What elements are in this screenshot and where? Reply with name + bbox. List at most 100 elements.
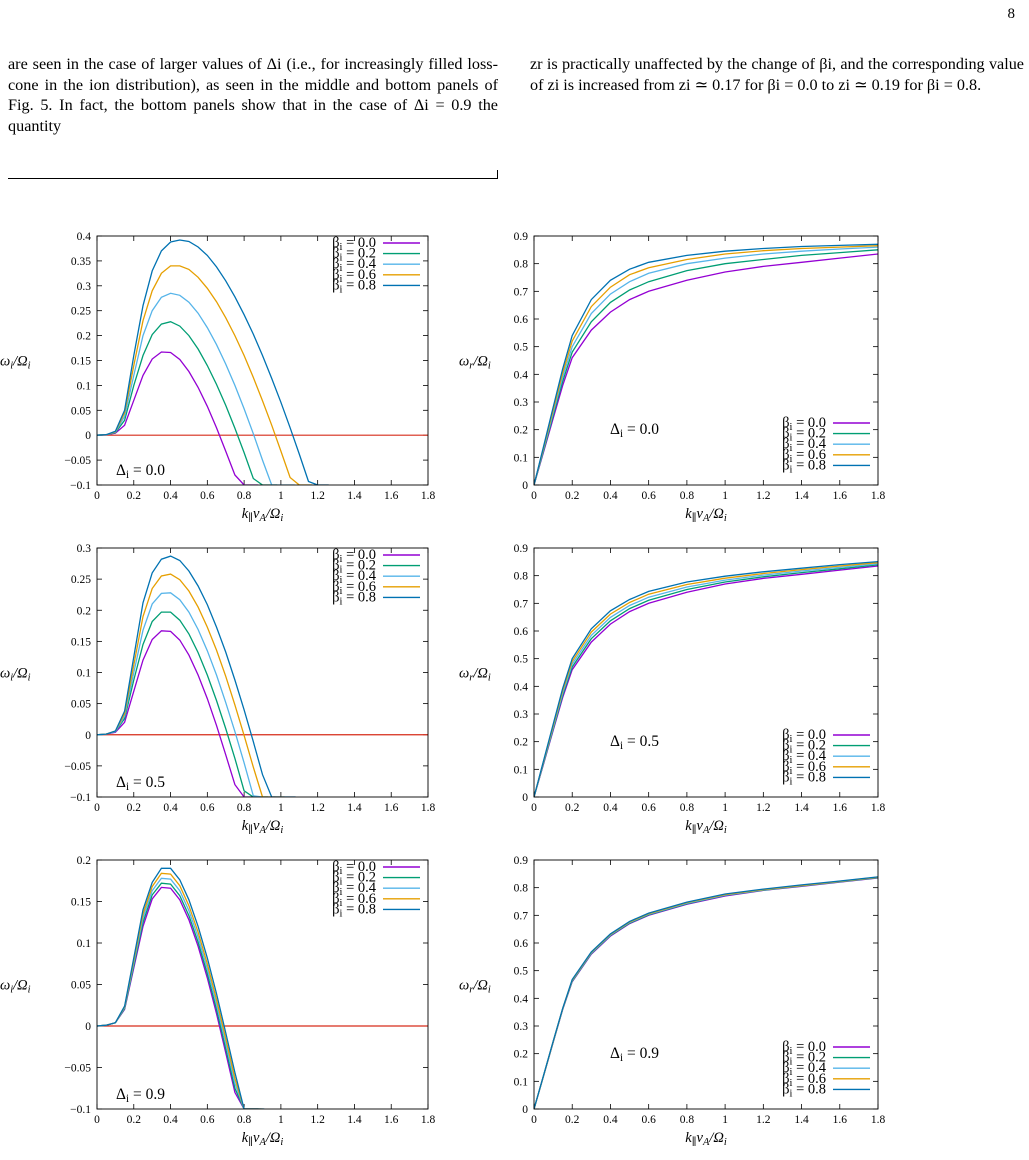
x-tick-label: 0.4 bbox=[603, 1114, 618, 1126]
x-tick-label: 1.8 bbox=[421, 802, 436, 814]
x-tick-label: 1.4 bbox=[347, 802, 362, 814]
x-tick-label: 1.6 bbox=[384, 1114, 399, 1126]
x-tick-label: 0 bbox=[94, 1114, 100, 1126]
x-tick-label: 1 bbox=[278, 1114, 284, 1126]
y-tick-label: 0.2 bbox=[514, 425, 529, 437]
x-tick-label: 0.2 bbox=[127, 802, 142, 814]
series-line-beta-0-2 bbox=[97, 321, 278, 485]
delta-annotation: Δi = 0.9 bbox=[116, 1086, 165, 1105]
legend-label: βi = 0.2 bbox=[332, 870, 376, 888]
x-tick-label: 0 bbox=[531, 1114, 537, 1126]
legend-label: βi = 0.6 bbox=[782, 1071, 826, 1089]
x-tick-label: 1.8 bbox=[871, 490, 886, 502]
y-tick-label: 0.15 bbox=[71, 897, 91, 909]
x-tick-label: 0 bbox=[531, 802, 537, 814]
legend-label: βi = 0.4 bbox=[782, 436, 827, 454]
x-axis-label: k∥vA/Ωi bbox=[242, 818, 284, 836]
legend-label: βi = 0.2 bbox=[782, 1050, 826, 1068]
y-tick-label: 0.3 bbox=[514, 397, 529, 409]
column-end-rule bbox=[8, 170, 498, 179]
y-tick-label: 0.35 bbox=[71, 256, 91, 268]
x-tick-label: 0.4 bbox=[163, 1114, 178, 1126]
chart-frequency-delta-0-9: 0 0.2 0.4 0.6 0.8 1 1.2 1.4 1.6 1.8 0 0.1 0.2 0.3 0.4 0… bbox=[459, 855, 885, 1148]
series-line-beta-0-4 bbox=[97, 877, 261, 1109]
y-tick-label: −0.05 bbox=[64, 455, 91, 467]
x-axis-label: k∥vA/Ωi bbox=[242, 506, 284, 524]
legend-label: βi = 0.0 bbox=[782, 415, 826, 433]
y-tick-label: 0 bbox=[522, 1104, 528, 1116]
series-line-beta-0-0 bbox=[534, 877, 878, 1109]
series-line-beta-0-6 bbox=[534, 562, 878, 797]
y-tick-label: 0.9 bbox=[514, 855, 529, 867]
y-tick-label: 0 bbox=[522, 792, 528, 804]
y-tick-label: 0.7 bbox=[514, 910, 529, 922]
series-line-beta-0-8 bbox=[97, 239, 329, 485]
legend-label: βi = 0.2 bbox=[332, 558, 376, 576]
x-tick-label: 1.4 bbox=[794, 802, 809, 814]
legend-label: βi = 0.4 bbox=[782, 748, 827, 766]
legend-label: βi = 0.0 bbox=[782, 727, 826, 745]
y-axis-label: ωi/Ωi bbox=[0, 354, 31, 372]
x-tick-label: 1.2 bbox=[310, 1114, 325, 1126]
y-tick-label: 0.5 bbox=[514, 966, 529, 978]
x-tick-label: 1.2 bbox=[310, 490, 325, 502]
y-tick-label: 0.05 bbox=[71, 699, 91, 711]
series-line-beta-0-8 bbox=[534, 243, 878, 485]
y-tick-label: 0.6 bbox=[514, 938, 529, 950]
y-tick-label: 0.3 bbox=[514, 709, 529, 721]
y-tick-label: 0.1 bbox=[514, 452, 529, 464]
legend-label: βi = 0.8 bbox=[782, 1081, 826, 1099]
chart-frequency-delta-0-0: 0 0.2 0.4 0.6 0.8 1 1.2 1.4 1.6 1.8 0 0.1 0.2 0.3 0.4 0… bbox=[459, 231, 886, 524]
legend-label: βi = 0.0 bbox=[332, 547, 376, 565]
x-tick-label: 1.4 bbox=[794, 490, 809, 502]
x-tick-label: 1.2 bbox=[310, 802, 325, 814]
y-tick-label: 0.3 bbox=[514, 1021, 529, 1033]
legend-label: βi = 0.4 bbox=[332, 568, 377, 586]
x-tick-label: 1 bbox=[278, 490, 284, 502]
page-number: 8 bbox=[1007, 6, 1016, 22]
series-line-beta-0-0 bbox=[97, 351, 258, 485]
x-tick-label: 0.2 bbox=[565, 1114, 580, 1126]
x-tick-label: 0.6 bbox=[200, 490, 215, 502]
y-tick-label: 0.6 bbox=[514, 314, 529, 326]
body-text-left: are seen in the case of larger values of… bbox=[8, 55, 498, 135]
chart-growth-rate-delta-0-9: 0 0.2 0.4 0.6 0.8 1 1.2 1.4 1.6 1.8 −0.1 −0.05 0 0.05… bbox=[0, 855, 435, 1148]
delta-annotation: Δi = 0.5 bbox=[610, 733, 659, 752]
x-tick-label: 1.6 bbox=[833, 802, 848, 814]
y-tick-label: 0.15 bbox=[71, 356, 91, 368]
legend-label: βi = 0.0 bbox=[782, 1039, 826, 1057]
x-tick-label: 0.6 bbox=[641, 1114, 656, 1126]
x-tick-label: 0.4 bbox=[163, 802, 178, 814]
series-line-beta-0-0 bbox=[97, 630, 258, 797]
x-tick-label: 0.6 bbox=[641, 802, 656, 814]
x-tick-label: 1 bbox=[722, 490, 728, 502]
y-tick-label: 0.4 bbox=[77, 231, 92, 243]
y-tick-label: 0 bbox=[85, 730, 91, 742]
delta-annotation: Δi = 0.5 bbox=[116, 774, 165, 793]
y-tick-label: 0.2 bbox=[77, 855, 92, 867]
legend-label: βi = 0.6 bbox=[782, 447, 826, 465]
x-tick-label: 1.6 bbox=[833, 1114, 848, 1126]
y-tick-label: 0.1 bbox=[514, 1076, 529, 1088]
y-tick-label: −0.1 bbox=[70, 792, 91, 804]
plot-frame bbox=[96, 547, 429, 798]
delta-annotation: Δi = 0.0 bbox=[116, 462, 165, 481]
y-tick-label: −0.05 bbox=[64, 761, 91, 773]
series-line-beta-0-6 bbox=[534, 876, 878, 1109]
x-tick-label: 1 bbox=[722, 1114, 728, 1126]
legend-label: βi = 0.0 bbox=[332, 859, 376, 877]
plot-frame bbox=[96, 235, 429, 486]
x-tick-label: 1 bbox=[278, 802, 284, 814]
y-tick-label: 0.05 bbox=[71, 980, 91, 992]
x-tick-label: 0 bbox=[94, 490, 100, 502]
body-text-right: zr is practically unaffected by the chan… bbox=[530, 55, 1024, 94]
y-tick-label: −0.1 bbox=[70, 1104, 91, 1116]
y-tick-label: 0.15 bbox=[71, 636, 91, 648]
y-tick-label: 0.9 bbox=[514, 543, 529, 555]
y-tick-label: 0 bbox=[522, 480, 528, 492]
series-line-beta-0-4 bbox=[97, 292, 295, 485]
legend-label: βi = 0.2 bbox=[332, 246, 376, 264]
y-tick-label: −0.1 bbox=[70, 480, 91, 492]
x-tick-label: 1.2 bbox=[756, 1114, 771, 1126]
plot-frame bbox=[533, 547, 879, 798]
